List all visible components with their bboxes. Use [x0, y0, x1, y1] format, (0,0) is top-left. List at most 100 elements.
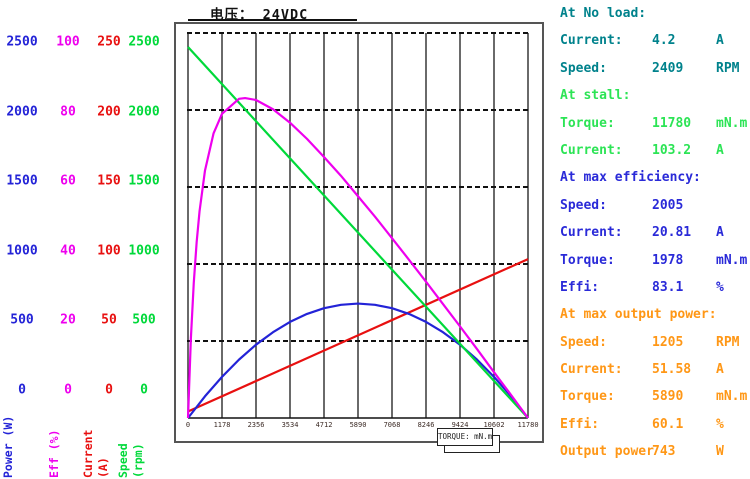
stats-label: Speed:: [560, 334, 607, 350]
speed-axis-tick-label: 1500: [128, 173, 160, 189]
current-axis-tick-label: 200: [97, 104, 121, 120]
x-axis-tick-label: 7068: [383, 421, 401, 429]
stats-value: 20.81: [652, 225, 692, 241]
stats-unit: mN.m: [716, 252, 748, 268]
x-axis-tick-label: 10602: [483, 421, 505, 429]
stats-unit: A: [716, 225, 724, 241]
stats-row: Torque: 1978 mN.m: [545, 247, 750, 274]
stats-label: Current:: [560, 142, 623, 158]
stats-section-header-text: At max output power:: [560, 307, 717, 323]
stats-section-header-text: At stall:: [560, 88, 631, 104]
stats-value: 2005: [652, 197, 684, 213]
stats-label: Current:: [560, 33, 623, 49]
power-axis-tick-label: 2500: [6, 34, 38, 50]
speed-axis-tick-label: 1000: [128, 243, 160, 259]
current-axis-tick-label: 100: [97, 243, 121, 259]
torque-unit-box: TORQUE: mN.m: [437, 428, 493, 446]
speed-axis-tick-label: 500: [132, 312, 156, 328]
eff-axis-tick-label: 0: [64, 382, 72, 398]
eff-axis-tick-label: 40: [60, 243, 76, 259]
stats-value: 4.2: [652, 33, 676, 49]
stats-unit: mN.m: [716, 389, 748, 405]
current-axis-tick-label: 150: [97, 173, 121, 189]
x-axis-tick-label: 1178: [213, 421, 231, 429]
stats-row: Current: 20.81 A: [545, 219, 750, 246]
stats-value: 1205: [652, 334, 684, 350]
current-axis-name: (A): [96, 457, 110, 478]
stats-label: Current:: [560, 362, 623, 378]
stats-label: Speed:: [560, 60, 607, 76]
chart-outer-box: [174, 22, 544, 443]
stats-unit: A: [716, 142, 724, 158]
eff-axis-tick-label: 60: [60, 173, 76, 189]
stats-value: 11780: [652, 115, 692, 131]
x-axis-tick-label: 0: [185, 421, 191, 429]
stats-unit: %: [716, 416, 724, 432]
stats-label: Effi:: [560, 279, 600, 295]
power-axis-name: Power (W): [1, 415, 15, 478]
stats-row: Current: 4.2 A: [545, 27, 750, 54]
speed-axis-tick-label: 2000: [128, 104, 160, 120]
stats-value: 743: [652, 444, 676, 460]
speed-axis-name: Speed: [116, 443, 130, 478]
speed-axis-tick-label: 0: [140, 382, 148, 398]
stats-section-header: At max efficiency:: [545, 164, 750, 191]
chart-title-underline: [188, 19, 357, 21]
x-axis-tick-label: 4712: [315, 421, 333, 429]
x-axis-tick-label: 8246: [417, 421, 435, 429]
stats-row: Effi: 60.1%: [545, 411, 750, 438]
stats-label: Torque:: [560, 252, 615, 268]
stats-section-header-text: At max efficiency:: [560, 170, 701, 186]
speed-axis-tick-label: 2500: [128, 34, 160, 50]
stats-label: Output power: [560, 444, 654, 460]
stats-row: Current: 103.2 A: [545, 137, 750, 164]
power-axis-tick-label: 1500: [6, 173, 38, 189]
stats-value: 2409: [652, 60, 684, 76]
stats-label: Current:: [560, 225, 623, 241]
x-axis-tick-label: 9424: [451, 421, 469, 429]
x-axis-tick-label: 5890: [349, 421, 367, 429]
stats-unit: A: [716, 362, 724, 378]
x-axis-tick-label: 11780: [517, 421, 539, 429]
stats-value: 103.2: [652, 142, 692, 158]
x-axis-tick-label: 3534: [281, 421, 299, 429]
stats-unit: W: [716, 444, 724, 460]
eff-axis-name: Eff (%): [47, 429, 61, 478]
power-axis-tick-label: 0: [18, 382, 26, 398]
power-axis-tick-label: 500: [10, 312, 34, 328]
stats-value: 60.1: [652, 416, 684, 432]
current-axis-tick-label: 0: [105, 382, 113, 398]
stats-label: Torque:: [560, 389, 615, 405]
power-axis-tick-label: 2000: [6, 104, 38, 120]
stats-panel: At No load: Current: 4.2 A Speed: 2409 RPM At s…: [545, 0, 750, 479]
stats-value: 83.1: [652, 279, 684, 295]
stats-row: Speed: 2005: [545, 192, 750, 219]
stats-row: Torque: 5890 mN.m: [545, 383, 750, 410]
stats-section-header: At max output power:: [545, 301, 750, 328]
power-axis-tick-label: 1000: [6, 243, 38, 259]
stats-row: Output power 743 W: [545, 438, 750, 465]
stats-value: 5890: [652, 389, 684, 405]
stats-row: Speed: 1205 RPM: [545, 329, 750, 356]
stats-row: Current: 51.58 A: [545, 356, 750, 383]
eff-axis-tick-label: 100: [56, 34, 80, 50]
stats-value: 1978: [652, 252, 684, 268]
stats-unit: mN.m: [716, 115, 748, 131]
speed-axis-name: (rpm): [131, 443, 145, 478]
stats-unit: %: [716, 279, 724, 295]
stats-section-header: At No load:: [545, 0, 750, 27]
eff-axis-tick-label: 80: [60, 104, 76, 120]
stats-unit: RPM: [716, 334, 740, 350]
stats-section-header-text: At No load:: [560, 6, 647, 21]
stats-label: Speed:: [560, 197, 607, 213]
x-axis-tick-label: 2356: [247, 421, 265, 429]
stats-row: Speed: 2409 RPM: [545, 55, 750, 82]
eff-axis-tick-label: 20: [60, 312, 76, 328]
stats-unit: A: [716, 33, 724, 49]
stats-section-header: At stall:: [545, 82, 750, 109]
stats-label: Effi:: [560, 416, 600, 432]
stats-value: 51.58: [652, 362, 692, 378]
current-axis-name: Current: [81, 429, 95, 478]
current-axis-tick-label: 50: [101, 312, 117, 328]
